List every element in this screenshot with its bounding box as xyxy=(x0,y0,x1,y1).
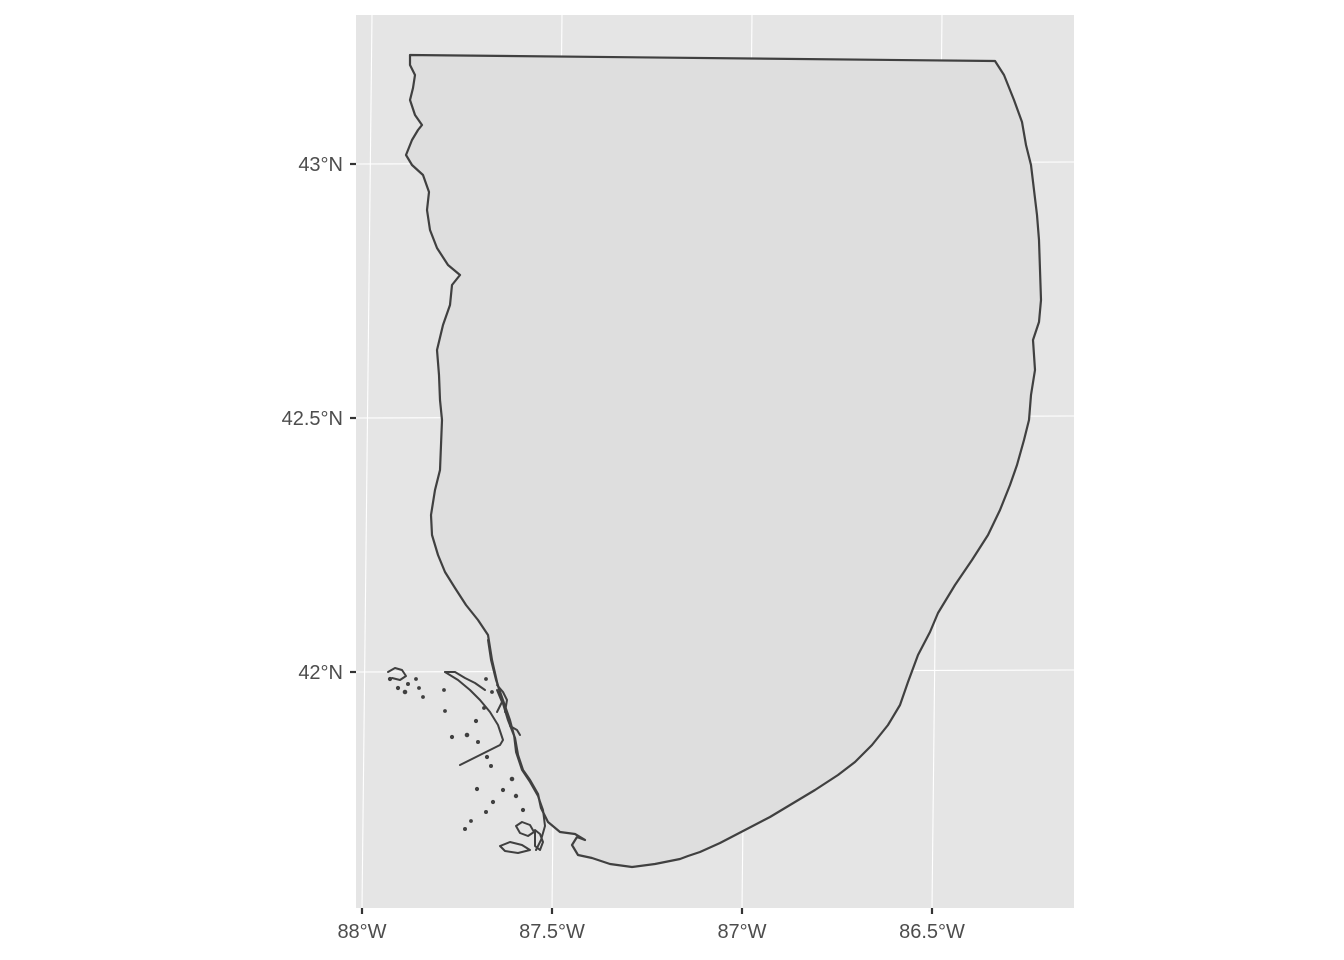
y-tick-label-2: 42°N xyxy=(298,662,343,684)
x-tick-label-0: 88°W xyxy=(337,921,386,943)
x-tick-label-2: 87°W xyxy=(717,921,766,943)
y-tick-label-0: 43°N xyxy=(298,154,343,176)
x-tick-label-3: 86.5°W xyxy=(899,921,965,943)
small-water-bodies xyxy=(387,676,526,831)
chicago-shoreline-detail xyxy=(387,639,546,854)
y-tick-label-1: 42.5°N xyxy=(282,408,343,430)
x-tick-label-1: 87.5°W xyxy=(519,921,585,943)
axis-ticks: 88°W 87.5°W 87°W 86.5°W 43°N 42.5°N 42°N xyxy=(282,154,965,943)
lake-michigan-polygon xyxy=(404,53,1043,869)
